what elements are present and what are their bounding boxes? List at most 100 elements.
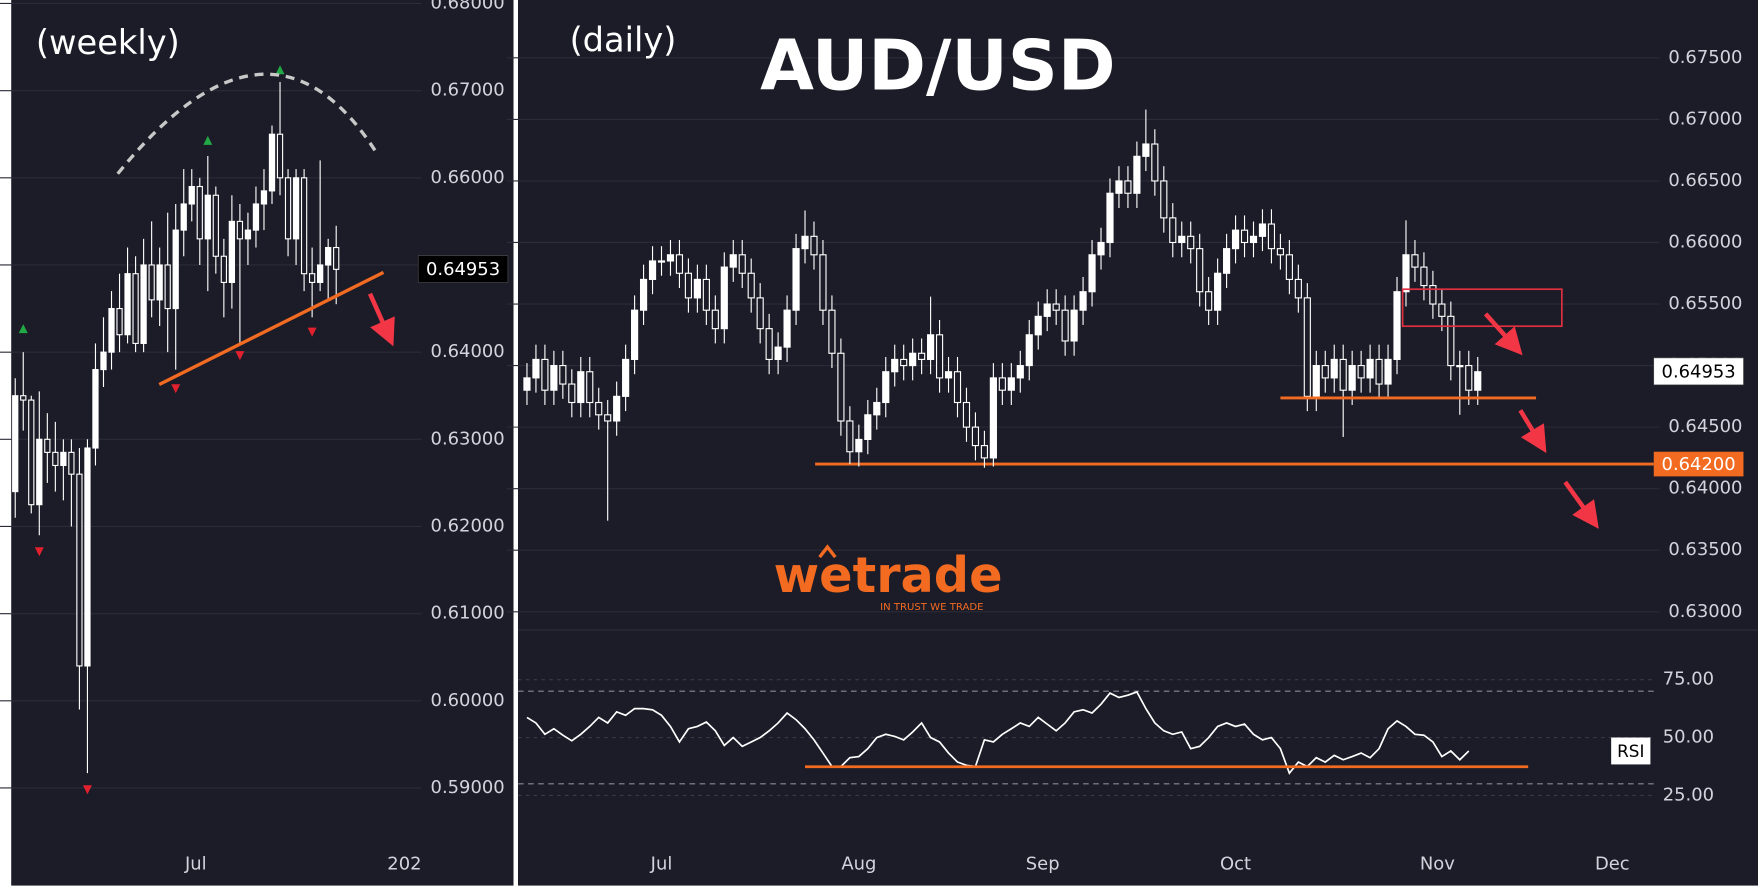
y-tick-label: 0.66500 bbox=[1668, 170, 1742, 191]
y-tick-label: 50.00 bbox=[1663, 727, 1714, 748]
candle-body bbox=[1151, 143, 1159, 182]
last-price-box bbox=[417, 255, 509, 283]
candle-body bbox=[164, 264, 171, 310]
candle-body bbox=[236, 220, 244, 240]
y-tick-label: 0.66000 bbox=[431, 167, 505, 188]
signal-marker bbox=[307, 327, 317, 337]
candle-body bbox=[819, 254, 827, 311]
candle-body bbox=[639, 278, 648, 311]
candle-body bbox=[140, 264, 147, 344]
y-tick-label: 75.00 bbox=[1663, 669, 1714, 690]
candle-body bbox=[108, 308, 115, 353]
indicator-label: RSI bbox=[1617, 741, 1644, 761]
candle-body bbox=[855, 438, 863, 453]
y-tick-label: 0.61000 bbox=[431, 603, 505, 624]
candle-body bbox=[1034, 315, 1042, 336]
candle-body bbox=[1375, 358, 1383, 385]
candle-body bbox=[1402, 254, 1410, 293]
signal-marker bbox=[203, 135, 213, 145]
candle-body bbox=[276, 133, 284, 179]
candle-body bbox=[1187, 235, 1195, 250]
x-tick-label: Oct bbox=[1220, 853, 1251, 874]
candle-body bbox=[252, 203, 260, 231]
y-tick-label: 0.59000 bbox=[431, 777, 505, 798]
candle-body bbox=[1393, 291, 1401, 360]
tagline: IN TRUST WE TRADE bbox=[880, 602, 983, 613]
candle-body bbox=[1465, 365, 1473, 391]
candle-body bbox=[1106, 192, 1114, 244]
candle-body bbox=[595, 401, 603, 416]
plot-layer: 0.59000 0.60000 0.61000 0.62000 0.63000 0.640… bbox=[0, 0, 1744, 874]
candle-body bbox=[1240, 229, 1249, 244]
candle-body bbox=[292, 177, 300, 240]
daily-panel bbox=[517, 0, 1758, 886]
candle-body bbox=[100, 351, 107, 371]
arrow bbox=[1563, 480, 1599, 529]
candle-body bbox=[1052, 303, 1060, 311]
signal-marker bbox=[171, 384, 181, 394]
candle-body bbox=[1249, 235, 1258, 244]
y-tick-label: 0.68000 bbox=[431, 0, 505, 13]
candle-body bbox=[1223, 248, 1231, 274]
candle-body bbox=[268, 133, 276, 192]
candle-body bbox=[132, 273, 139, 344]
candle-body bbox=[1043, 303, 1051, 317]
candle-body bbox=[1330, 358, 1338, 379]
brand: wetrade bbox=[774, 546, 1003, 604]
candle-body bbox=[532, 358, 540, 379]
weekly-title: (weekly) bbox=[36, 23, 180, 62]
y-tick-label: 0.64000 bbox=[431, 341, 505, 362]
candle-body bbox=[317, 264, 324, 283]
price-label-box bbox=[1653, 451, 1744, 477]
daily-title: (daily) bbox=[570, 21, 677, 60]
candle-body bbox=[577, 371, 585, 404]
candle-body bbox=[325, 246, 332, 266]
candle-body bbox=[684, 272, 693, 299]
candle-body bbox=[244, 229, 252, 240]
candle-body bbox=[1447, 315, 1455, 367]
candle-body bbox=[1142, 143, 1150, 157]
arrow bbox=[367, 292, 395, 347]
candle-body bbox=[1079, 291, 1087, 311]
candle-body bbox=[1474, 371, 1482, 391]
y-tick-label: 0.67000 bbox=[431, 80, 505, 101]
candle-body bbox=[971, 426, 980, 447]
candle-body bbox=[308, 273, 316, 283]
candle-body bbox=[188, 185, 195, 205]
indicator-label-box bbox=[1611, 737, 1651, 765]
candle-body bbox=[900, 358, 908, 367]
candle-body bbox=[837, 352, 845, 422]
candle-body bbox=[523, 377, 531, 391]
candle-body bbox=[927, 334, 935, 360]
candle-body bbox=[1169, 217, 1177, 244]
candle-body bbox=[1420, 266, 1428, 287]
y-tick-label: 0.64000 bbox=[1668, 478, 1742, 499]
y-tick-label: 0.66000 bbox=[1668, 231, 1742, 252]
arrow bbox=[1483, 312, 1523, 356]
candle-body bbox=[1160, 180, 1168, 219]
candle-body bbox=[873, 401, 881, 416]
candle-body bbox=[747, 272, 755, 299]
candle-body bbox=[631, 309, 639, 360]
candle-body bbox=[28, 399, 35, 506]
candle-body bbox=[1276, 248, 1284, 256]
resistance-box bbox=[1401, 288, 1563, 328]
candle-body bbox=[212, 194, 219, 257]
candle-body bbox=[729, 254, 737, 268]
candle-body bbox=[44, 438, 51, 453]
candle-body bbox=[648, 260, 657, 280]
candle-body bbox=[962, 401, 971, 428]
candle-body bbox=[666, 254, 675, 262]
y-tick-label: 0.64500 bbox=[1668, 416, 1742, 437]
candle-body bbox=[909, 352, 917, 367]
candle-body bbox=[1384, 358, 1392, 385]
candle-body bbox=[204, 194, 211, 240]
candle-body bbox=[1339, 358, 1347, 391]
y-tick-label: 0.67500 bbox=[1668, 47, 1742, 68]
candle-body bbox=[333, 246, 340, 270]
y-tick-label: 0.60000 bbox=[431, 690, 505, 711]
y-tick-label: 25.00 bbox=[1663, 784, 1714, 805]
y-tick-label: 0.65500 bbox=[1668, 293, 1742, 314]
candle-body bbox=[953, 371, 962, 404]
